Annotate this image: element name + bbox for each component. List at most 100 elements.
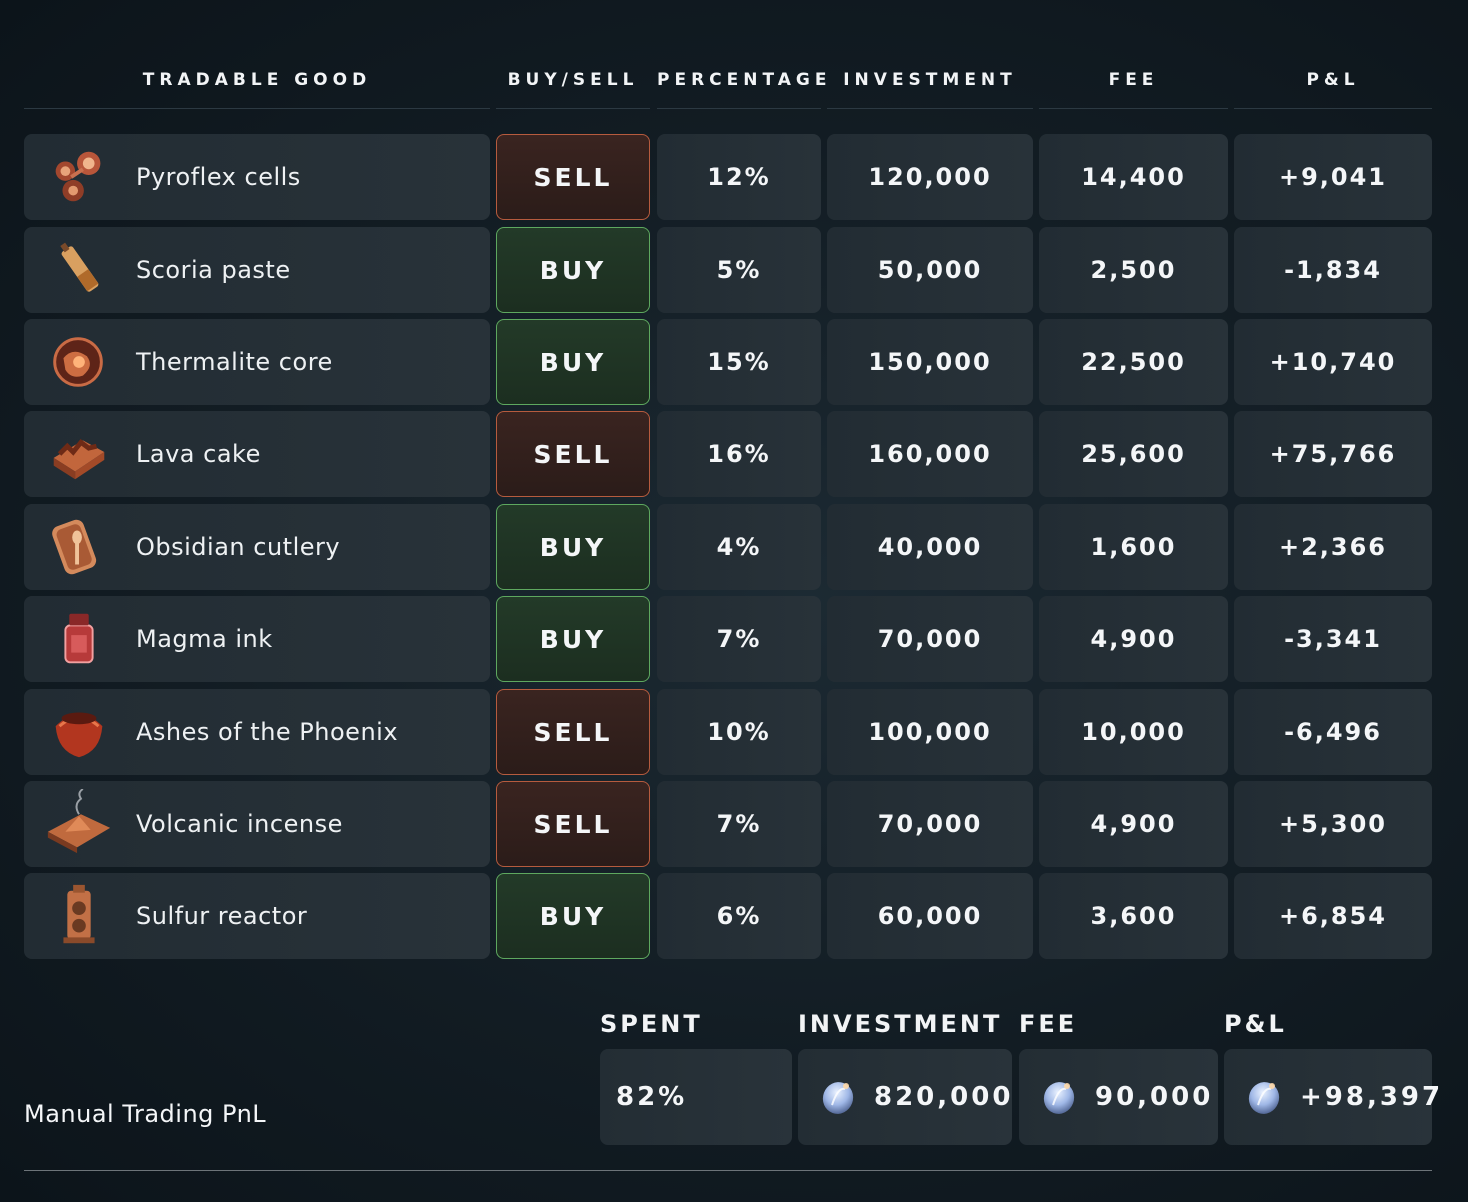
summary-investment-label: INVESTMENT: [798, 1010, 1003, 1038]
fee-cell: 22,500: [1039, 319, 1228, 405]
fee-cell: 1,600: [1039, 504, 1228, 590]
table-row: Magma ink BUY 7% 70,000 4,900 -3,341: [24, 596, 1432, 682]
table-row: Thermalite core BUY 15% 150,000 22,500 +10,74…: [24, 319, 1432, 405]
percentage-cell[interactable]: 6%: [657, 873, 821, 959]
percentage-cell[interactable]: 15%: [657, 319, 821, 405]
percentage-cell[interactable]: 16%: [657, 411, 821, 497]
summary-fee-value: 90,000: [1095, 1082, 1214, 1112]
summary-spent-label: SPENT: [600, 1010, 703, 1038]
tradable-good-cell: Sulfur reactor: [24, 873, 490, 959]
summary-spent-box: 82%: [600, 1049, 792, 1145]
tradable-good-name: Lava cake: [136, 440, 261, 468]
percentage-cell[interactable]: 7%: [657, 596, 821, 682]
table-row: Lava cake SELL 16% 160,000 25,600 +75,766: [24, 411, 1432, 497]
investment-cell: 40,000: [827, 504, 1033, 590]
header-divider: [657, 108, 821, 109]
pnl-cell: -6,496: [1234, 689, 1432, 775]
summary-spent-value: 82%: [616, 1082, 688, 1112]
table-row: Scoria paste BUY 5% 50,000 2,500 -1,834: [24, 227, 1432, 313]
tradable-good-cell: Volcanic incense: [24, 781, 490, 867]
fee-cell: 4,900: [1039, 781, 1228, 867]
table-row: Obsidian cutlery BUY 4% 40,000 1,600 +2,366: [24, 504, 1432, 590]
bottom-divider: [24, 1170, 1432, 1171]
percentage-cell[interactable]: 4%: [657, 504, 821, 590]
seashell-coin-icon: [1248, 1082, 1280, 1114]
percentage-cell[interactable]: 7%: [657, 781, 821, 867]
pnl-cell: +10,740: [1234, 319, 1432, 405]
tradable-good-cell: Ashes of the Phoenix: [24, 689, 490, 775]
investment-cell: 50,000: [827, 227, 1033, 313]
sulfur-reactor-icon: [63, 884, 95, 944]
header-divider: [496, 108, 650, 109]
header-buy-sell: BUY/SELL: [507, 70, 639, 90]
seashell-coin-icon: [1043, 1082, 1075, 1114]
investment-cell: 100,000: [827, 689, 1033, 775]
header-fee: FEE: [1108, 70, 1159, 90]
pnl-cell: -3,341: [1234, 596, 1432, 682]
percentage-cell[interactable]: 12%: [657, 134, 821, 220]
table-row: Ashes of the Phoenix SELL 10% 100,000 10,000…: [24, 689, 1432, 775]
tradable-good-name: Thermalite core: [136, 348, 333, 376]
obsidian-cutlery-icon: [52, 519, 97, 575]
summary-fee-box: 90,000: [1019, 1049, 1218, 1145]
investment-cell: 70,000: [827, 781, 1033, 867]
tradable-good-name: Pyroflex cells: [136, 163, 301, 191]
header-divider: [24, 108, 490, 109]
tradable-good-name: Ashes of the Phoenix: [136, 718, 399, 746]
buy-sell-toggle[interactable]: BUY: [496, 319, 650, 405]
header-divider: [1234, 108, 1432, 109]
summary-pnl-label: P&L: [1224, 1010, 1287, 1038]
header-divider: [827, 108, 1033, 109]
percentage-cell[interactable]: 10%: [657, 689, 821, 775]
buy-sell-toggle[interactable]: SELL: [496, 689, 650, 775]
table-row: Volcanic incense SELL 7% 70,000 4,900 +5,300: [24, 781, 1432, 867]
summary-fee-label: FEE: [1019, 1010, 1078, 1038]
investment-cell: 150,000: [827, 319, 1033, 405]
pnl-cell: +5,300: [1234, 781, 1432, 867]
header-divider: [1039, 108, 1228, 109]
summary-investment-box: 820,000: [798, 1049, 1012, 1145]
tradable-good-cell: Lava cake: [24, 411, 490, 497]
buy-sell-toggle[interactable]: BUY: [496, 596, 650, 682]
buy-sell-toggle[interactable]: BUY: [496, 504, 650, 590]
investment-cell: 60,000: [827, 873, 1033, 959]
thermalite-core-icon: [53, 337, 103, 387]
fee-cell: 4,900: [1039, 596, 1228, 682]
fee-cell: 3,600: [1039, 873, 1228, 959]
header-pnl: P&L: [1306, 70, 1360, 90]
tradable-good-cell: Obsidian cutlery: [24, 504, 490, 590]
tradable-good-cell: Scoria paste: [24, 227, 490, 313]
buy-sell-toggle[interactable]: BUY: [496, 227, 650, 313]
tradable-good-cell: Magma ink: [24, 596, 490, 682]
summary-pnl-value: +98,397: [1300, 1082, 1444, 1112]
tradable-good-name: Magma ink: [136, 625, 273, 653]
header-tradable-good: TRADABLE GOOD: [142, 70, 372, 90]
buy-sell-toggle[interactable]: SELL: [496, 134, 650, 220]
pnl-cell: +75,766: [1234, 411, 1432, 497]
buy-sell-toggle[interactable]: SELL: [496, 411, 650, 497]
pnl-cell: +6,854: [1234, 873, 1432, 959]
buy-sell-toggle[interactable]: SELL: [496, 781, 650, 867]
tradable-good-name: Sulfur reactor: [136, 902, 308, 930]
header-percentage: PERCENTAGE: [657, 70, 832, 90]
volcanic-incense-icon: [47, 789, 111, 854]
investment-cell: 120,000: [827, 134, 1033, 220]
pnl-cell: +9,041: [1234, 134, 1432, 220]
tradable-good-cell: Pyroflex cells: [24, 134, 490, 220]
buy-sell-toggle[interactable]: BUY: [496, 873, 650, 959]
table-row: Pyroflex cells SELL 12% 120,000 14,400 +9,041: [24, 134, 1432, 220]
summary-investment-value: 820,000: [874, 1082, 1014, 1112]
scoria-paste-icon: [60, 242, 99, 292]
fee-cell: 25,600: [1039, 411, 1228, 497]
investment-cell: 160,000: [827, 411, 1033, 497]
header-investment: INVESTMENT: [843, 70, 1017, 90]
tradable-good-name: Obsidian cutlery: [136, 533, 341, 561]
tradable-good-name: Scoria paste: [136, 256, 291, 284]
fee-cell: 10,000: [1039, 689, 1228, 775]
pnl-cell: +2,366: [1234, 504, 1432, 590]
fee-cell: 2,500: [1039, 227, 1228, 313]
percentage-cell[interactable]: 5%: [657, 227, 821, 313]
pyroflex-cells-icon: [55, 151, 101, 202]
table-row: Sulfur reactor BUY 6% 60,000 3,600 +6,854: [24, 873, 1432, 959]
ashes-of-the-phoenix-icon: [55, 712, 103, 758]
